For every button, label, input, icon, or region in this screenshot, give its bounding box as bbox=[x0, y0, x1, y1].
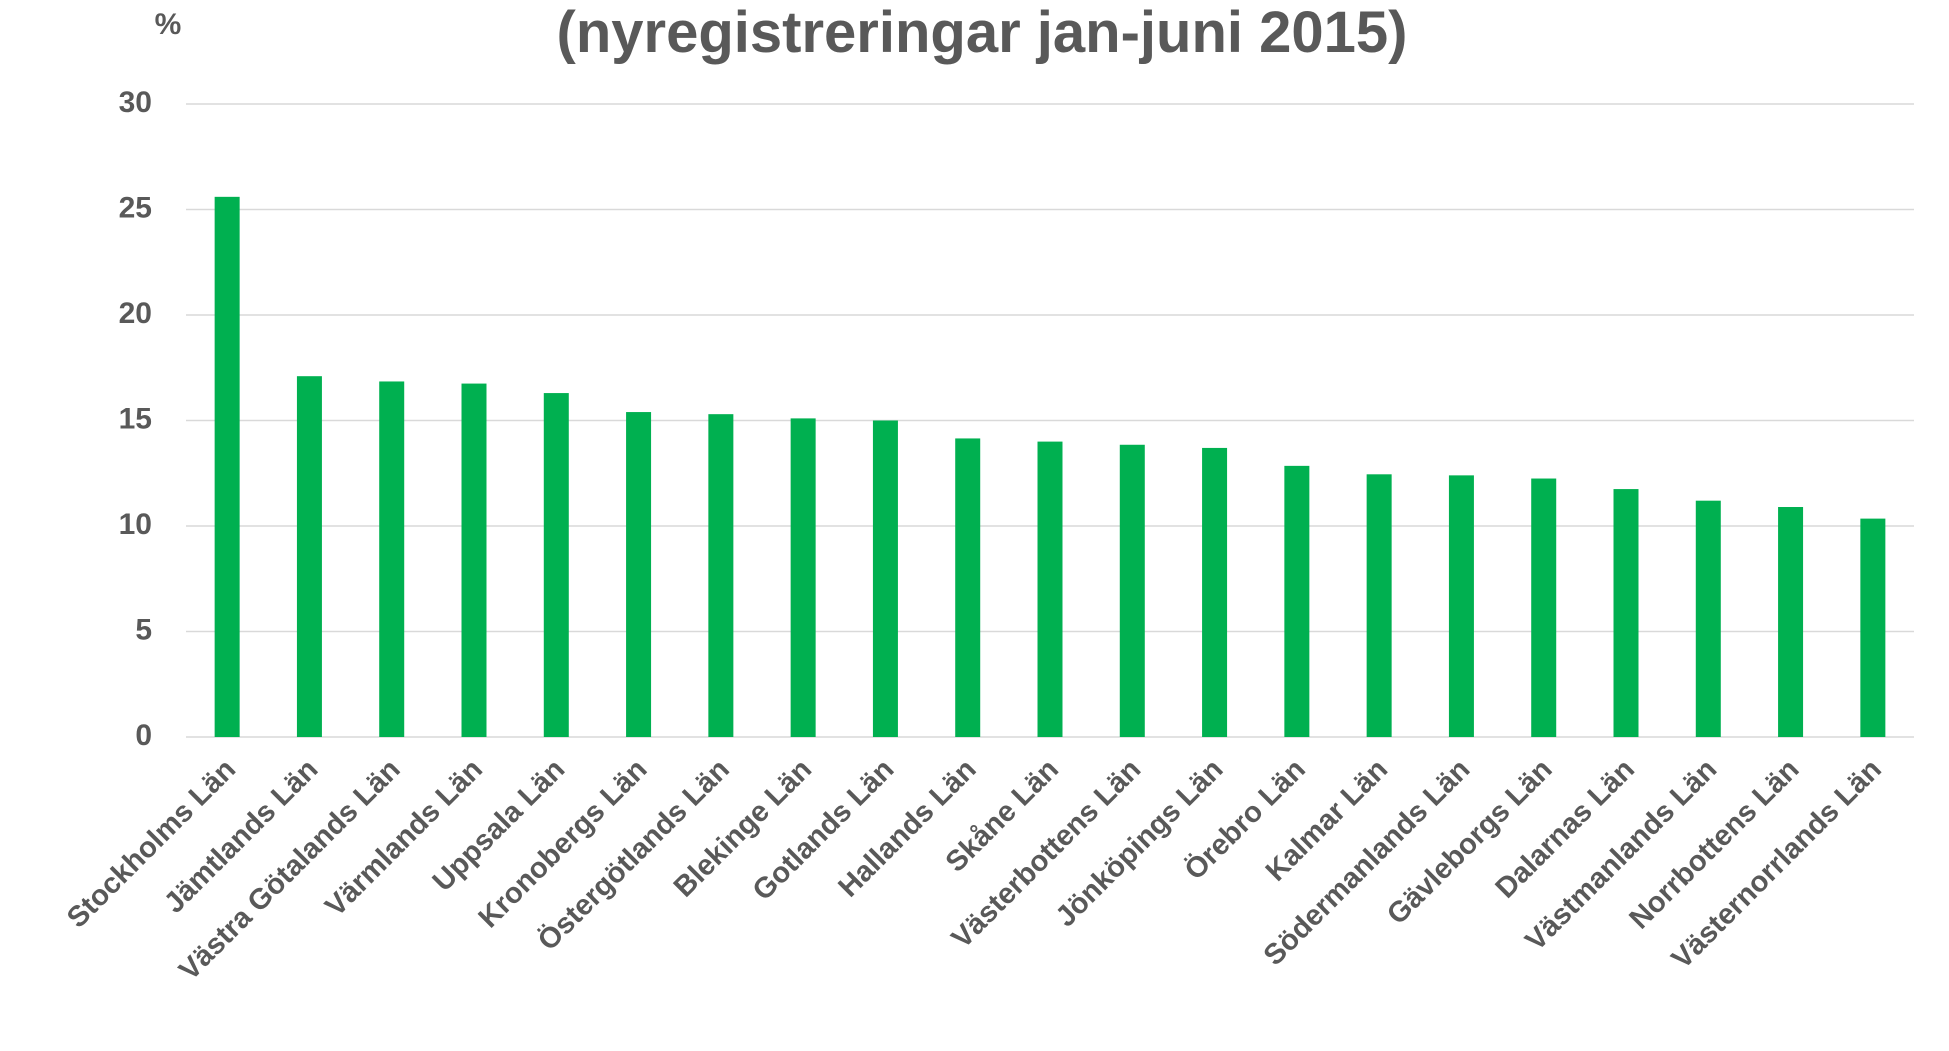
y-tick-label: 10 bbox=[119, 508, 152, 541]
bar bbox=[1860, 518, 1886, 737]
bar bbox=[1448, 475, 1474, 737]
bar bbox=[955, 438, 981, 737]
bar bbox=[1284, 465, 1310, 737]
y-tick-label: 5 bbox=[135, 613, 152, 646]
bar bbox=[1119, 444, 1145, 737]
x-tick-label: Jämtlands Län bbox=[158, 753, 324, 919]
bar bbox=[1366, 474, 1392, 737]
y-tick-label: 30 bbox=[119, 86, 152, 119]
bar bbox=[214, 196, 240, 738]
bar bbox=[296, 376, 322, 737]
bar bbox=[1695, 500, 1721, 737]
x-tick-label: Gotlands Län bbox=[747, 753, 901, 907]
y-tick-label: 0 bbox=[135, 719, 152, 752]
chart-title: (nyregistreringar jan-juni 2015) bbox=[557, 0, 1408, 65]
y-tick-label: 20 bbox=[119, 297, 152, 330]
bar bbox=[1613, 489, 1639, 737]
y-tick-label: 15 bbox=[119, 402, 152, 435]
bar bbox=[626, 412, 652, 737]
bar bbox=[461, 383, 487, 737]
bar bbox=[1778, 507, 1804, 737]
bar bbox=[1037, 441, 1063, 737]
bar bbox=[543, 393, 569, 737]
bar bbox=[708, 414, 734, 737]
bar bbox=[379, 381, 405, 737]
bar bbox=[872, 420, 898, 737]
bar bbox=[1531, 478, 1557, 737]
y-tick-label: 25 bbox=[119, 191, 152, 224]
y-axis-label: % bbox=[155, 8, 182, 41]
bar bbox=[1202, 447, 1228, 737]
bar bbox=[790, 418, 816, 737]
